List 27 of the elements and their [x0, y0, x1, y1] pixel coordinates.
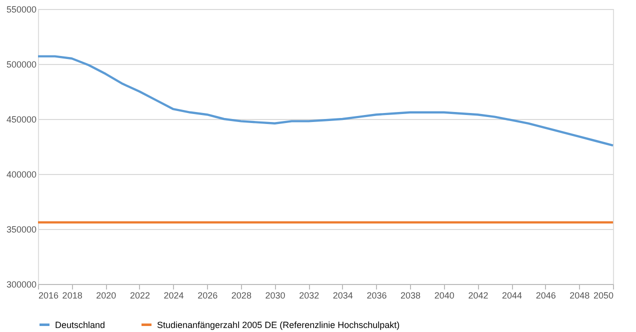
x-tick-label: 2018: [62, 290, 82, 300]
x-tick-label: 2042: [468, 290, 488, 300]
x-tick-label: 2028: [231, 290, 252, 300]
x-tick-label: 2038: [400, 290, 421, 300]
x-tick-label: 2026: [198, 290, 218, 300]
x-tick-label: 2030: [265, 290, 286, 300]
x-tick-label: 2046: [536, 290, 556, 300]
y-tick-label: 300000: [6, 280, 36, 290]
legend-label: Deutschland: [55, 320, 106, 330]
x-tick-label: 2040: [434, 290, 454, 300]
x-tick-label: 2016: [38, 290, 59, 300]
y-tick-label: 400000: [6, 170, 36, 180]
x-tick-label: 2032: [299, 290, 320, 300]
y-tick-label: 550000: [6, 4, 36, 14]
y-tick-label: 500000: [6, 60, 36, 70]
x-tick-label: 2050: [593, 290, 614, 300]
legend-label: Studienanfängerzahl 2005 DE (Referenzlinie Hochschulpakt): [157, 320, 400, 330]
y-tick-label: 450000: [6, 114, 36, 124]
x-tick-label: 2020: [96, 290, 116, 300]
y-tick-label: 350000: [6, 224, 36, 234]
x-tick-label: 2022: [130, 290, 150, 300]
x-tick-label: 2044: [502, 290, 522, 300]
x-tick-label: 2048: [570, 290, 590, 300]
x-tick-label: 2024: [164, 290, 184, 300]
line-series: [36, 55, 614, 146]
x-tick-label: 2034: [332, 290, 353, 300]
x-tick-label: 2036: [366, 290, 387, 300]
